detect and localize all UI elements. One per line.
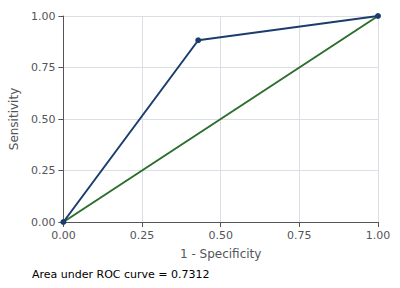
- svg-text:1.00: 1.00: [31, 10, 56, 23]
- svg-text:1 - Specificity: 1 - Specificity: [180, 247, 261, 261]
- svg-text:0.00: 0.00: [51, 229, 75, 242]
- svg-text:Sensitivity: Sensitivity: [7, 88, 21, 150]
- svg-text:0.25: 0.25: [130, 229, 155, 242]
- svg-text:0.75: 0.75: [31, 61, 56, 74]
- svg-text:0.00: 0.00: [31, 216, 56, 229]
- svg-text:0.50: 0.50: [31, 113, 56, 126]
- svg-text:1.00: 1.00: [366, 229, 391, 242]
- svg-text:Area under ROC curve = 0.7312: Area under ROC curve = 0.7312: [32, 268, 210, 281]
- svg-text:0.50: 0.50: [208, 229, 233, 242]
- svg-text:0.75: 0.75: [287, 229, 312, 242]
- svg-text:0.25: 0.25: [31, 164, 56, 177]
